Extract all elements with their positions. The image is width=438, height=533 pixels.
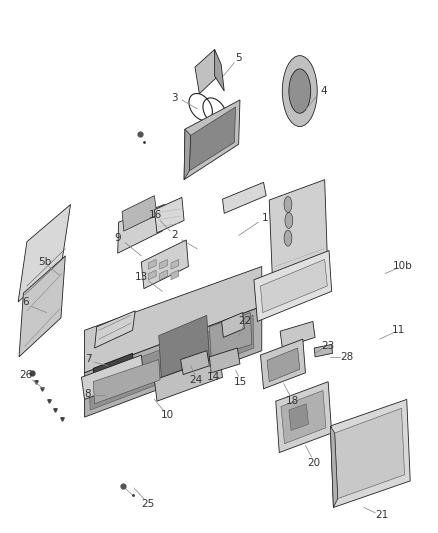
Polygon shape [280, 321, 315, 348]
Polygon shape [148, 270, 156, 280]
Text: 3: 3 [171, 93, 178, 103]
Text: 18: 18 [286, 396, 299, 406]
Text: 25: 25 [141, 499, 155, 509]
Text: 8: 8 [84, 389, 91, 399]
Polygon shape [118, 205, 164, 253]
Text: 10: 10 [161, 410, 174, 421]
Polygon shape [261, 339, 305, 389]
Polygon shape [184, 100, 240, 180]
Polygon shape [195, 50, 218, 94]
Circle shape [283, 55, 317, 126]
Polygon shape [335, 408, 405, 499]
Polygon shape [222, 312, 244, 337]
Polygon shape [261, 260, 327, 312]
Polygon shape [19, 256, 65, 357]
Polygon shape [330, 426, 338, 507]
Polygon shape [171, 270, 179, 280]
Polygon shape [81, 355, 144, 399]
Circle shape [285, 213, 293, 229]
Polygon shape [18, 205, 71, 302]
Polygon shape [85, 306, 262, 417]
Text: 23: 23 [321, 341, 335, 351]
Polygon shape [209, 312, 252, 357]
Polygon shape [93, 353, 134, 383]
Text: 28: 28 [340, 352, 353, 362]
Text: 16: 16 [149, 210, 162, 220]
Polygon shape [180, 351, 209, 375]
Polygon shape [89, 315, 254, 410]
Polygon shape [223, 182, 266, 213]
Polygon shape [184, 129, 191, 180]
Text: 15: 15 [233, 377, 247, 386]
Polygon shape [189, 107, 236, 171]
Text: 20: 20 [307, 458, 321, 468]
Polygon shape [159, 315, 209, 377]
Text: 10b: 10b [392, 262, 412, 271]
Polygon shape [269, 180, 327, 276]
Polygon shape [314, 344, 332, 357]
Polygon shape [95, 311, 135, 348]
Text: 26: 26 [19, 369, 33, 379]
Text: 1: 1 [261, 213, 268, 223]
Polygon shape [289, 404, 308, 431]
Polygon shape [93, 360, 160, 404]
Text: 21: 21 [375, 510, 388, 520]
Polygon shape [159, 260, 167, 269]
Text: 22: 22 [239, 317, 252, 326]
Circle shape [284, 230, 292, 246]
Polygon shape [159, 270, 167, 280]
Polygon shape [330, 399, 410, 507]
Polygon shape [215, 50, 224, 91]
Text: 6: 6 [23, 297, 29, 307]
Polygon shape [171, 260, 179, 269]
Polygon shape [276, 382, 332, 453]
Text: 24: 24 [190, 375, 203, 385]
Polygon shape [154, 357, 223, 401]
Text: 11: 11 [392, 325, 406, 335]
Polygon shape [209, 348, 240, 373]
Text: 7: 7 [85, 354, 92, 364]
Text: 13: 13 [134, 272, 148, 282]
Polygon shape [267, 348, 300, 382]
Circle shape [284, 197, 292, 213]
Text: 9: 9 [114, 233, 121, 243]
Text: 14: 14 [207, 372, 220, 382]
Polygon shape [85, 266, 262, 373]
Text: 5: 5 [235, 53, 242, 63]
Circle shape [289, 69, 311, 113]
Polygon shape [281, 391, 326, 443]
Polygon shape [148, 260, 156, 269]
Text: 4: 4 [321, 86, 327, 96]
Polygon shape [122, 196, 157, 231]
Polygon shape [254, 251, 332, 321]
Text: 5b: 5b [38, 257, 51, 267]
Polygon shape [141, 240, 188, 289]
Polygon shape [154, 197, 184, 233]
Text: 2: 2 [171, 230, 178, 240]
